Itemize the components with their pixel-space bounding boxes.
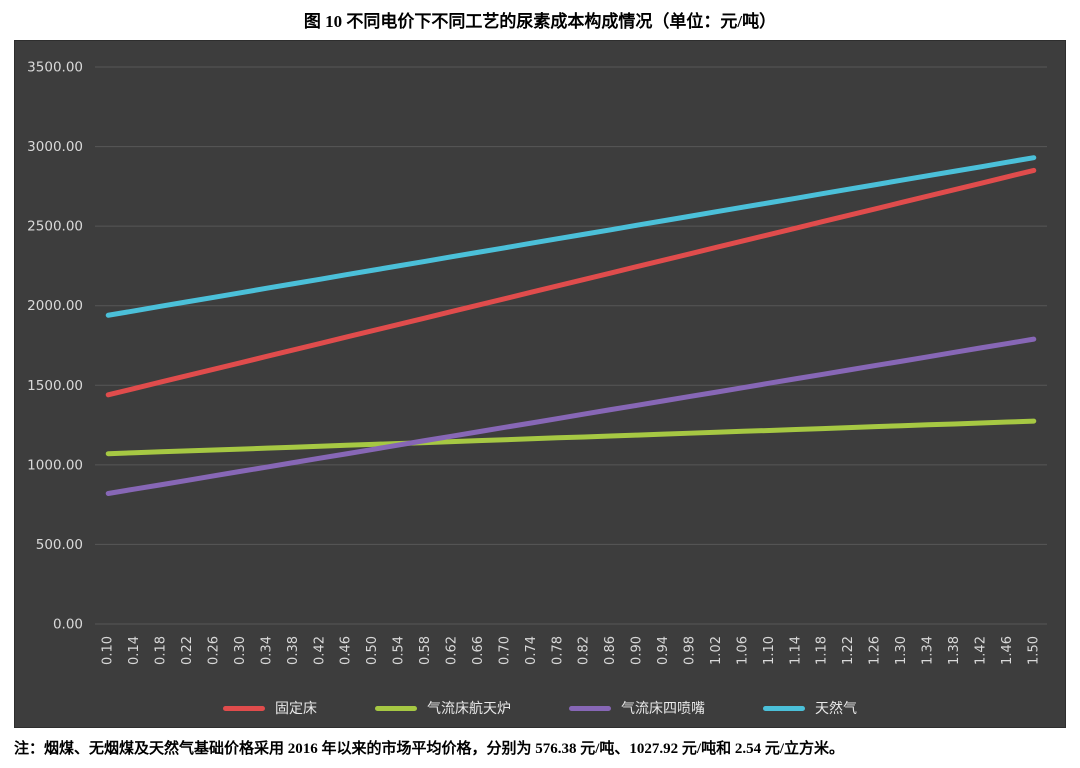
y-axis-tick-label: 2000.00 [27, 298, 83, 314]
chart-panel: 3500.00 3000.00 2500.00 2000.00 1500.00 1000.… [14, 40, 1066, 728]
x-axis-tick-label: 1.46 [1000, 636, 1015, 665]
x-axis-tick-label: 0.22 [180, 636, 195, 665]
x-axis-tick-label: 0.66 [471, 636, 486, 665]
x-axis-tick-label: 1.38 [947, 636, 962, 665]
y-axis-tick-label: 3500.00 [27, 60, 83, 76]
x-axis-tick-label: 0.14 [127, 636, 142, 665]
legend-label-natural-gas: 天然气 [815, 701, 857, 717]
x-axis-tick-label: 0.58 [418, 636, 433, 665]
y-axis-tick-label: 0.00 [53, 617, 83, 633]
x-axis-tick-label: 0.82 [577, 636, 592, 665]
y-axis-tick-label: 500.00 [36, 537, 83, 553]
series-line-natural-gas [105, 155, 1037, 318]
chart-legend: 固定床 气流床航天炉 气流床四喷嘴 天然气 [15, 689, 1065, 727]
legend-item-fixed-bed: 固定床 [223, 698, 317, 718]
x-axis-tick-label: 1.02 [709, 636, 724, 665]
x-axis-tick-label: 0.26 [207, 636, 222, 665]
x-axis-tick-label: 0.46 [339, 636, 354, 665]
x-axis-tick-label: 1.34 [921, 636, 936, 665]
x-axis-tick-label: 0.94 [656, 636, 671, 665]
x-axis-tick-label: 1.18 [815, 636, 830, 665]
x-axis-tick-label: 1.30 [894, 636, 909, 665]
legend-swatch-entrained-flow-aerospace-furnace [375, 705, 417, 711]
x-axis-tick-label: 0.10 [101, 636, 116, 665]
y-axis-tick-label: 2500.00 [27, 219, 83, 235]
legend-label-entrained-flow-aerospace-furnace: 气流床航天炉 [427, 701, 511, 717]
x-axis-tick-label: 0.86 [603, 636, 618, 665]
series-line-fixed-bed [105, 167, 1037, 398]
y-axis-tick-label: 3000.00 [27, 139, 83, 155]
x-axis-tick-label: 0.50 [365, 636, 380, 665]
x-axis-tick-label: 0.18 [154, 636, 169, 665]
footnote: 注：烟煤、无烟煤及天然气基础价格采用 2016 年以来的市场平均价格，分别为 5… [14, 741, 845, 757]
x-axis-tick-label: 0.98 [683, 636, 698, 665]
legend-item-entrained-flow-aerospace-furnace: 气流床航天炉 [375, 698, 511, 718]
x-axis-tick-label: 0.90 [630, 636, 645, 665]
x-axis-tick-label: 1.06 [735, 636, 750, 665]
legend-swatch-natural-gas [763, 705, 805, 711]
legend-item-entrained-flow-four-nozzle: 气流床四喷嘴 [569, 698, 705, 718]
x-axis-tick-label: 0.34 [259, 636, 274, 665]
x-axis-tick-label: 0.30 [233, 636, 248, 665]
line-chart: 3500.00 3000.00 2500.00 2000.00 1500.00 1000.… [27, 60, 1047, 665]
legend-swatch-entrained-flow-four-nozzle [569, 705, 611, 711]
x-axis-tick-label: 0.42 [312, 636, 327, 665]
y-axis-tick-label: 1500.00 [27, 378, 83, 394]
x-axis-tick-label: 1.26 [868, 636, 883, 665]
x-axis-tick-label: 0.62 [445, 636, 460, 665]
legend-label-entrained-flow-four-nozzle: 气流床四喷嘴 [621, 701, 705, 717]
series-line-entrained-flow-aerospace-furnace [105, 418, 1037, 457]
y-axis-tick-label: 1000.00 [27, 457, 83, 473]
x-axis-tick-label: 0.38 [286, 636, 301, 665]
series-line-entrained-flow-four-nozzle [105, 336, 1037, 497]
chart-title: 图 10 不同电价下不同工艺的尿素成本构成情况（单位：元/吨） [303, 12, 777, 31]
x-axis-tick-label: 1.42 [973, 636, 988, 665]
x-axis-tick-label: 0.78 [550, 636, 565, 665]
x-axis-tick-label: 0.74 [524, 636, 539, 665]
legend-swatch-fixed-bed [223, 705, 265, 711]
x-axis-tick-label: 1.22 [841, 636, 856, 665]
x-axis-tick-label: 0.70 [497, 636, 512, 665]
x-axis-tick-label: 0.54 [392, 636, 407, 665]
legend-item-natural-gas: 天然气 [763, 698, 857, 718]
x-axis-tick-label: 1.50 [1026, 636, 1041, 665]
legend-label-fixed-bed: 固定床 [275, 701, 317, 717]
x-axis-tick-label: 1.14 [788, 636, 803, 665]
x-axis-tick-label: 1.10 [762, 636, 777, 665]
